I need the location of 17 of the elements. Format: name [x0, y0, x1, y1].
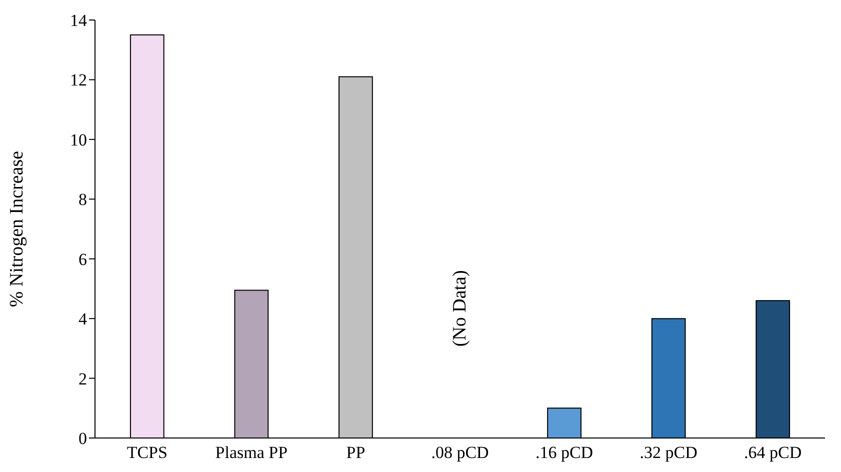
- y-tick-label: 6: [78, 250, 87, 269]
- y-tick-label: 2: [78, 369, 87, 388]
- x-tick-label: .08 pCD: [431, 443, 489, 462]
- annotation: (No Data): [450, 270, 470, 347]
- y-tick-label: 10: [70, 130, 87, 150]
- x-tick-label: TCPS: [126, 443, 168, 462]
- y-tick-label: 4: [78, 310, 88, 329]
- y-tick-label: 8: [78, 190, 87, 210]
- y-tick-label: 14: [70, 11, 88, 30]
- y-tick-label: 0: [78, 429, 87, 448]
- x-tick-label: Plasma PP: [215, 443, 288, 462]
- x-tick-label: PP: [346, 443, 366, 462]
- x-tick-label: .32 pCD: [640, 443, 698, 462]
- y-tick-label: 12: [70, 70, 87, 90]
- y-axis-title: % Nitrogen Increase: [6, 150, 28, 308]
- x-tick-label: .16 pCD: [535, 443, 594, 462]
- x-tick-label: .64 pCD: [744, 443, 802, 462]
